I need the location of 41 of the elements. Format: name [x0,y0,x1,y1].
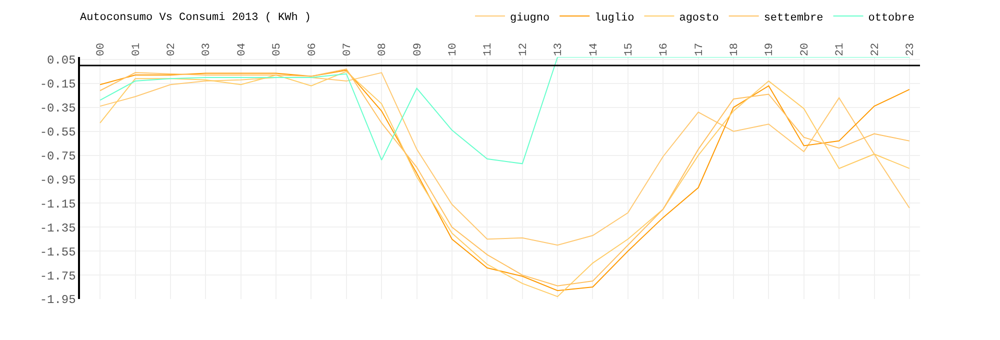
x-tick-label: 23 [905,42,918,56]
x-tick-label: 21 [834,42,847,56]
y-tick-label: -0.75 [40,150,76,164]
x-tick-label: 10 [448,42,460,56]
x-tick-label: 02 [166,42,178,56]
x-tick-label: 04 [236,42,248,56]
y-tick-label: -0.35 [40,102,76,116]
x-tick-label: 09 [412,42,424,56]
y-tick-label: 0.05 [47,54,76,68]
x-tick-label: 03 [201,42,214,56]
legend-label: agosto [679,12,719,24]
x-tick-label: 01 [130,42,143,56]
x-tick-label: 20 [799,42,812,56]
x-tick-label: 00 [96,42,108,56]
chart-title: Autoconsumo Vs Consumi 2013 ( KWh ) [80,12,312,24]
y-tick-label: -1.55 [40,245,76,260]
x-tick-label: 22 [870,42,882,56]
x-tick-label: 15 [623,42,636,56]
y-tick-label: -1.75 [40,269,76,284]
x-tick-label: 08 [377,42,390,56]
y-tick-label: -0.15 [40,78,76,92]
x-tick-label: 06 [306,42,319,56]
y-tick-label: -0.55 [40,126,76,140]
x-tick-label: 14 [588,42,600,56]
legend-label: giugno [510,12,550,24]
y-tick-label: -0.95 [40,173,76,188]
y-tick-label: -1.15 [40,197,76,212]
legend-label: settembre [764,12,824,24]
x-tick-label: 16 [658,42,671,56]
x-tick-label: 17 [694,42,706,56]
x-tick-label: 18 [729,42,742,56]
x-tick-label: 05 [272,42,284,56]
x-tick-label: 13 [553,42,566,56]
x-tick-label: 12 [518,42,530,56]
x-tick-label: 11 [482,42,495,56]
y-tick-label: -1.35 [40,221,76,236]
x-tick-label: 07 [342,42,354,56]
y-tick-label: -1.95 [40,293,76,308]
x-tick-label: 19 [764,42,776,56]
legend-label: ottobre [868,12,914,24]
legend-label: luglio [594,12,634,24]
